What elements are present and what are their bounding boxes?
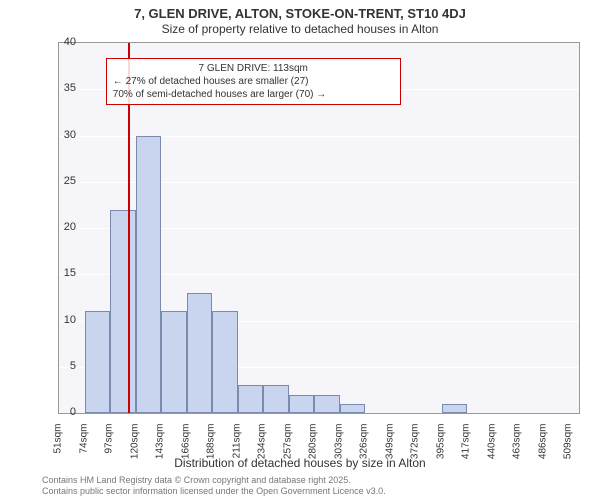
x-tick-label: 257sqm — [282, 424, 293, 464]
y-tick-label: 25 — [46, 175, 76, 187]
x-tick-label: 509sqm — [563, 424, 574, 464]
histogram-bar — [238, 385, 264, 413]
chart-title-sub: Size of property relative to detached ho… — [0, 22, 600, 36]
x-tick-label: 74sqm — [78, 424, 89, 464]
y-tick-label: 15 — [46, 267, 76, 279]
attribution-line1: Contains HM Land Registry data © Crown c… — [42, 475, 386, 487]
x-axis-label: Distribution of detached houses by size … — [0, 456, 600, 470]
histogram-bar — [340, 404, 366, 413]
x-tick-label: 486sqm — [537, 424, 548, 464]
histogram-bar — [85, 311, 111, 413]
y-tick-label: 10 — [46, 314, 76, 326]
histogram-bar — [187, 293, 213, 413]
y-tick-label: 35 — [46, 82, 76, 94]
annotation-line2: 70% of semi-detached houses are larger (… — [113, 88, 394, 101]
histogram-bar — [314, 395, 340, 414]
x-tick-label: 372sqm — [410, 424, 421, 464]
histogram-bar — [289, 395, 315, 414]
x-tick-label: 188sqm — [206, 424, 217, 464]
histogram-bar — [110, 210, 136, 414]
annotation-box: 7 GLEN DRIVE: 113sqm← 27% of detached ho… — [106, 58, 401, 105]
histogram-bar — [442, 404, 468, 413]
x-tick-label: 166sqm — [180, 424, 191, 464]
x-tick-label: 97sqm — [104, 424, 115, 464]
y-tick-label: 0 — [46, 406, 76, 418]
chart-title-main: 7, GLEN DRIVE, ALTON, STOKE-ON-TRENT, ST… — [0, 6, 600, 21]
x-tick-label: 280sqm — [308, 424, 319, 464]
annotation-line1: ← 27% of detached houses are smaller (27… — [113, 75, 394, 88]
x-tick-label: 326sqm — [359, 424, 370, 464]
x-tick-label: 349sqm — [384, 424, 395, 464]
histogram-bar — [136, 136, 162, 414]
x-tick-label: 395sqm — [435, 424, 446, 464]
y-tick-label: 5 — [46, 360, 76, 372]
x-tick-label: 303sqm — [333, 424, 344, 464]
histogram-bar — [212, 311, 238, 413]
histogram-bar — [161, 311, 187, 413]
x-tick-label: 51sqm — [53, 424, 64, 464]
x-tick-label: 211sqm — [231, 424, 242, 464]
y-tick-label: 30 — [46, 129, 76, 141]
x-tick-label: 234sqm — [257, 424, 268, 464]
x-tick-label: 120sqm — [129, 424, 140, 464]
y-tick-label: 40 — [46, 36, 76, 48]
annotation-title: 7 GLEN DRIVE: 113sqm — [113, 62, 394, 75]
attribution-line2: Contains public sector information licen… — [42, 486, 386, 498]
attribution-text: Contains HM Land Registry data © Crown c… — [42, 475, 386, 498]
y-tick-label: 20 — [46, 221, 76, 233]
plot-area: 7 GLEN DRIVE: 113sqm← 27% of detached ho… — [58, 42, 580, 414]
x-tick-label: 143sqm — [155, 424, 166, 464]
x-tick-label: 440sqm — [486, 424, 497, 464]
histogram-bar — [263, 385, 289, 413]
chart-container: 7, GLEN DRIVE, ALTON, STOKE-ON-TRENT, ST… — [0, 0, 600, 500]
x-tick-label: 463sqm — [512, 424, 523, 464]
x-tick-label: 417sqm — [461, 424, 472, 464]
